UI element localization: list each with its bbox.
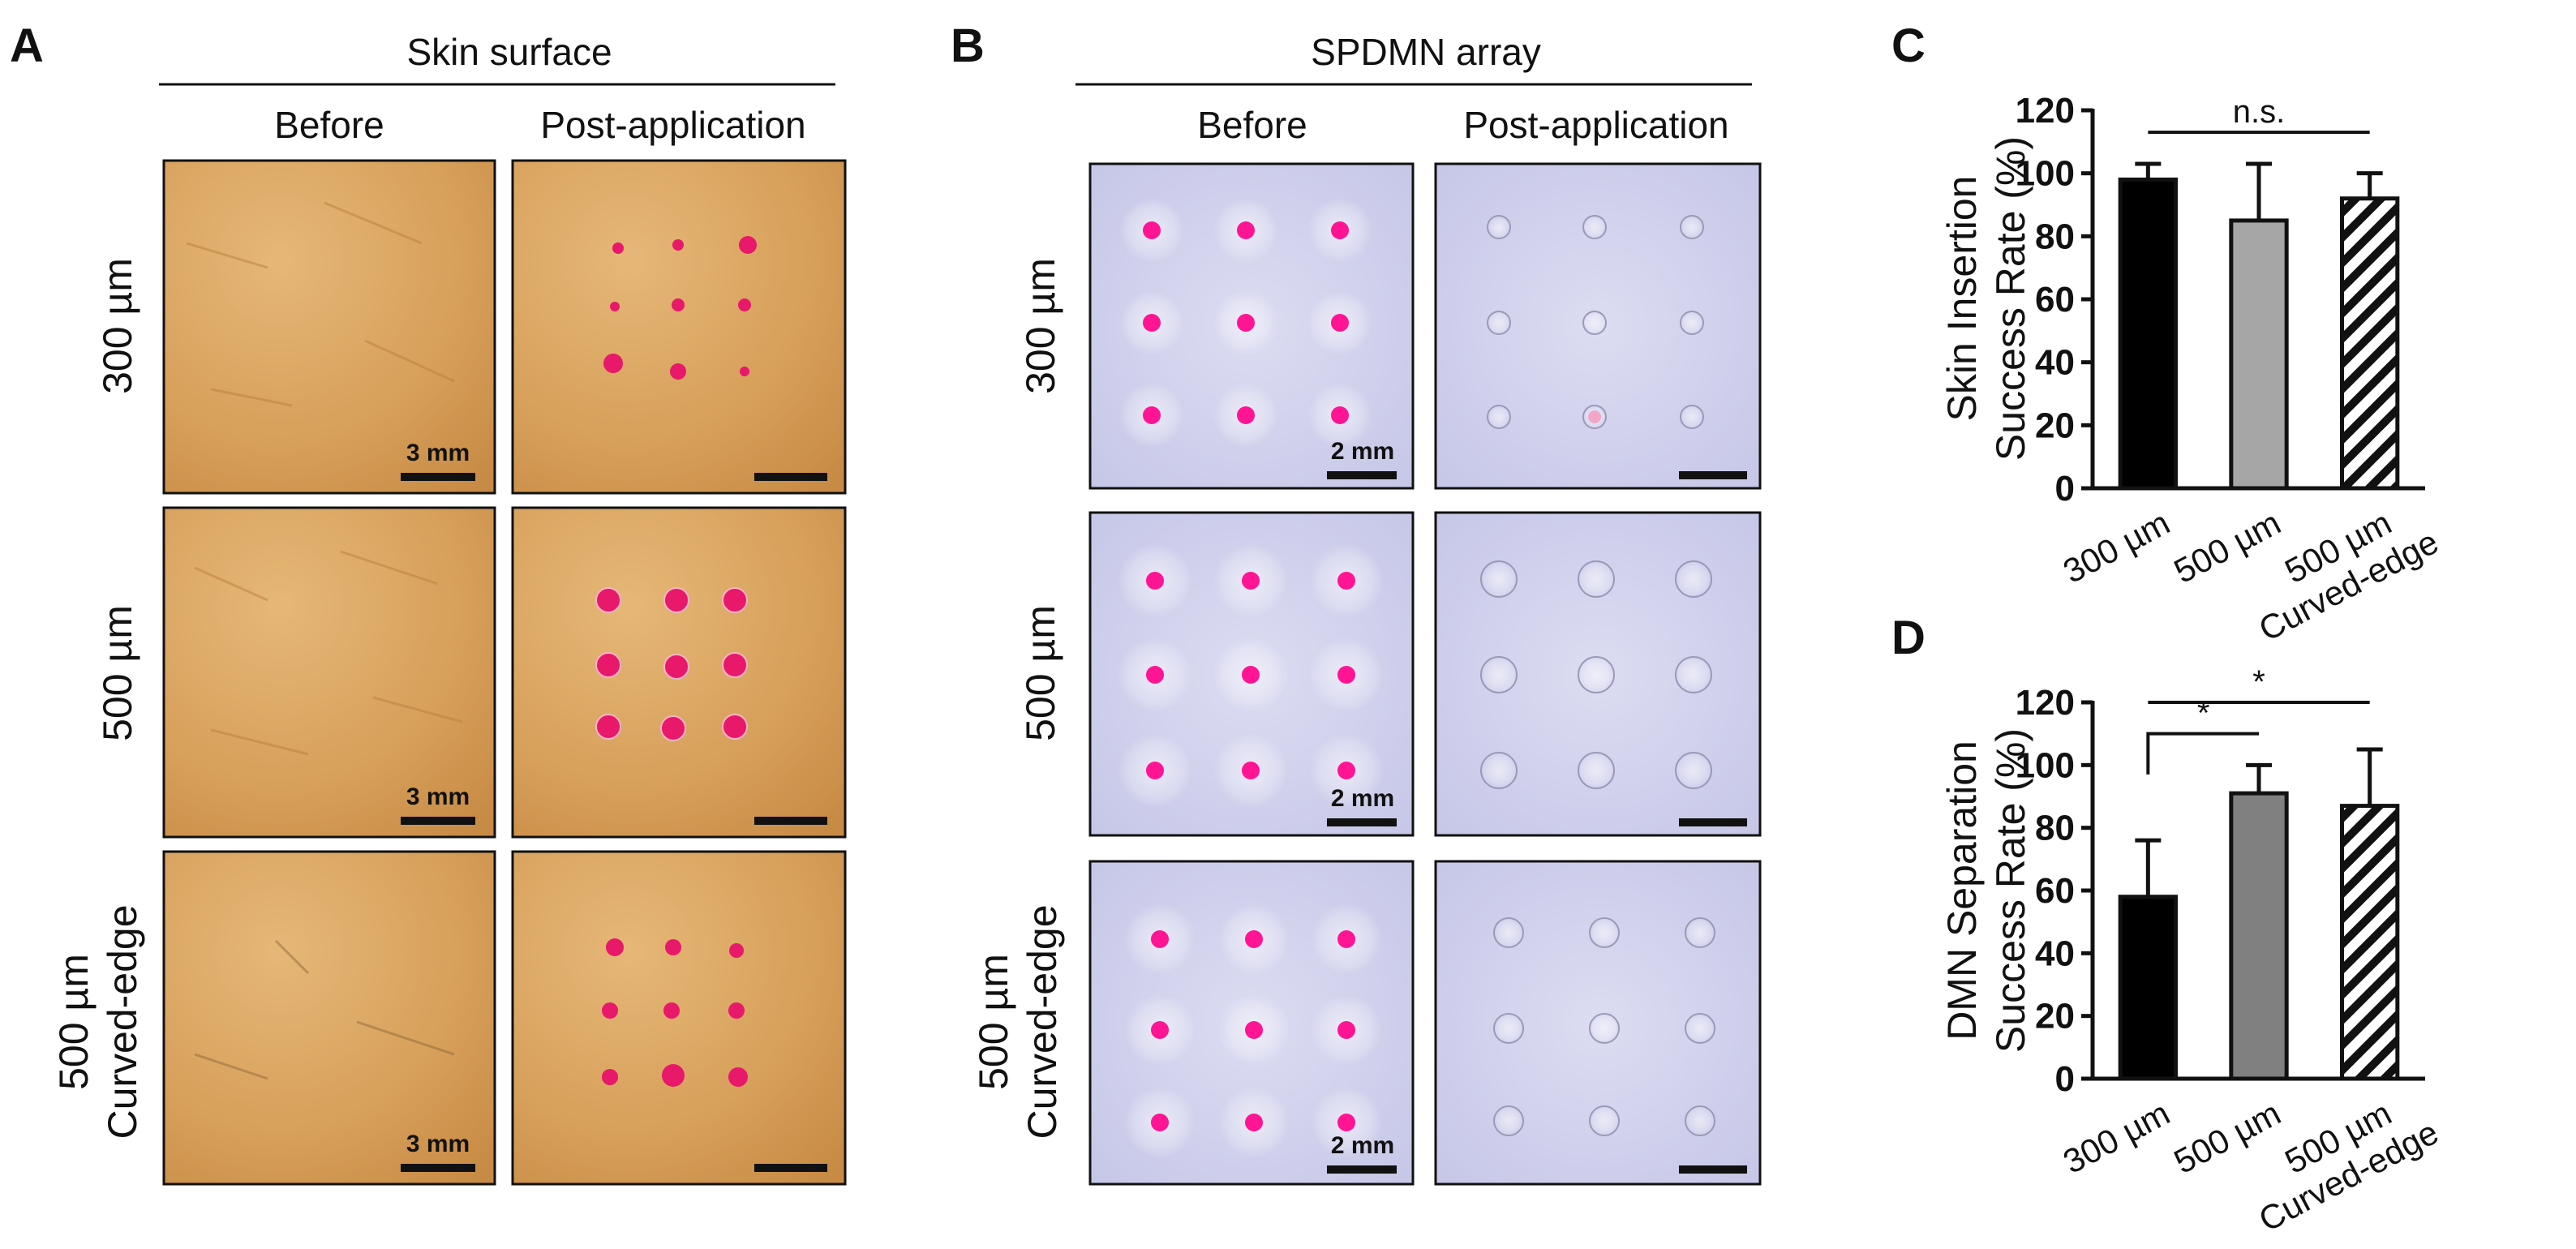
significance-label: * xyxy=(2252,664,2265,700)
panel-d-label: D xyxy=(1891,612,1926,664)
svg-text:DMN Separation: DMN Separation xyxy=(1939,740,1985,1041)
panel-b: B SPDMN array Before Post-application 30… xyxy=(951,19,1762,1186)
y-tick-label: 40 xyxy=(2035,343,2075,383)
svg-text:500 µm: 500 µm xyxy=(971,954,1016,1090)
y-tick-label: 100 xyxy=(2016,745,2075,785)
y-tick-label: 80 xyxy=(2035,217,2075,256)
y-tick-label: 80 xyxy=(2035,809,2075,848)
svg-text:Curved-edge: Curved-edge xyxy=(100,904,145,1139)
svg-text:300 µm: 300 µm xyxy=(2057,503,2176,590)
significance-bracket xyxy=(2146,732,2259,775)
x-tick-label: 500 µm xyxy=(2168,503,2287,590)
y-tick-label: 20 xyxy=(2035,997,2075,1037)
scale-bar-label: 2 mm xyxy=(1331,1132,1394,1159)
panel-a-row-label-curved: 500 µm Curved-edge xyxy=(51,904,145,1139)
svg-text:300 µm: 300 µm xyxy=(95,258,140,394)
panel-a-img-curved-before: 3 mm xyxy=(162,850,496,1186)
panel-b-label: B xyxy=(951,19,985,72)
panel-b-img-300-post xyxy=(1434,162,1762,490)
svg-text:Curved-edge: Curved-edge xyxy=(1020,904,1065,1139)
scale-bar-label: 2 mm xyxy=(1331,438,1394,465)
bar xyxy=(2118,177,2179,491)
svg-text:Success Rate (%): Success Rate (%) xyxy=(1988,728,2033,1053)
panel-d-ylabel: DMN Separation Success Rate (%) xyxy=(1939,728,2033,1053)
panel-a-img-300-post xyxy=(511,159,847,495)
x-tick-label: 300 µm xyxy=(2057,1093,2176,1181)
panel-b-title: SPDMN array xyxy=(1311,31,1541,73)
significance-label: n.s. xyxy=(2233,94,2285,130)
panel-a-title: Skin surface xyxy=(406,31,612,73)
panel-a-img-500-before: 3 mm xyxy=(162,506,496,839)
bar xyxy=(2340,196,2400,491)
significance-label: * xyxy=(2197,696,2210,732)
panel-a-img-curved-post xyxy=(511,850,847,1186)
panel-b-img-curved-before: 2 mm xyxy=(1088,860,1415,1186)
bar xyxy=(2229,791,2289,1081)
panel-c-label: C xyxy=(1891,19,1926,72)
panel-b-row-label-500: 500 µm xyxy=(1018,605,1063,741)
svg-text:500 µm: 500 µm xyxy=(2168,1093,2287,1181)
bar xyxy=(2118,895,2179,1081)
panel-a-row-label-500: 500 µm xyxy=(95,605,140,741)
svg-text:300 µm: 300 µm xyxy=(2057,1093,2176,1181)
y-tick-label: 20 xyxy=(2035,406,2075,445)
panel-b-col-before: Before xyxy=(1197,104,1307,146)
scale-bar-label: 3 mm xyxy=(406,783,470,810)
scale-bar-label: 2 mm xyxy=(1331,785,1394,812)
panel-a-col-before: Before xyxy=(274,104,384,146)
y-tick-label: 120 xyxy=(2016,683,2075,723)
x-tick-label: 500 µm xyxy=(2168,1093,2287,1181)
panel-b-img-500-before: 2 mm xyxy=(1088,511,1415,837)
bar xyxy=(2229,218,2289,491)
panel-d-chart: D DMN Separation Success Rate (%) 0 20 40 6… xyxy=(1891,612,2445,1239)
bar xyxy=(2340,804,2400,1081)
svg-text:300 µm: 300 µm xyxy=(1018,258,1063,394)
panel-b-img-curved-post xyxy=(1434,860,1762,1186)
panel-a-col-post: Post-application xyxy=(540,104,805,146)
panel-a-img-500-post xyxy=(511,506,847,839)
y-tick-label: 60 xyxy=(2035,280,2075,320)
panel-b-img-500-post xyxy=(1434,511,1762,837)
scale-bar-label: 3 mm xyxy=(406,1131,470,1157)
panel-b-row-label-300: 300 µm xyxy=(1018,258,1063,394)
panel-a-img-300-before: 3 mm xyxy=(162,159,496,495)
y-tick-label: 60 xyxy=(2035,871,2075,911)
panel-b-col-post: Post-application xyxy=(1463,104,1728,146)
svg-text:500 µm: 500 µm xyxy=(51,954,97,1090)
y-tick-label: 40 xyxy=(2035,934,2075,973)
svg-text:500 µm: 500 µm xyxy=(95,605,140,741)
y-tick-label: 0 xyxy=(2055,469,2075,509)
y-tick-label: 100 xyxy=(2016,154,2075,194)
y-tick-label: 120 xyxy=(2016,91,2075,131)
panel-c-chart: C Skin Insertion Success Rate (%) 0 20 40 6… xyxy=(1891,19,2445,649)
x-tick-label: 300 µm xyxy=(2057,503,2176,590)
panel-c-ylabel: Skin Insertion Success Rate (%) xyxy=(1939,136,2033,461)
svg-text:500 µm: 500 µm xyxy=(2168,503,2287,590)
panel-b-img-300-before: 2 mm xyxy=(1088,162,1415,490)
panel-a: A Skin surface Before Post-application 3… xyxy=(10,19,847,1186)
svg-text:Skin Insertion: Skin Insertion xyxy=(1939,176,1985,422)
svg-text:Success Rate (%): Success Rate (%) xyxy=(1988,136,2033,461)
panel-b-row-label-curved: 500 µm Curved-edge xyxy=(971,904,1065,1139)
svg-text:500 µm: 500 µm xyxy=(1018,605,1063,741)
panel-a-row-label-300: 300 µm xyxy=(95,258,140,394)
y-tick-label: 0 xyxy=(2055,1059,2075,1099)
panel-a-label: A xyxy=(10,19,44,72)
scale-bar-label: 3 mm xyxy=(406,440,470,466)
